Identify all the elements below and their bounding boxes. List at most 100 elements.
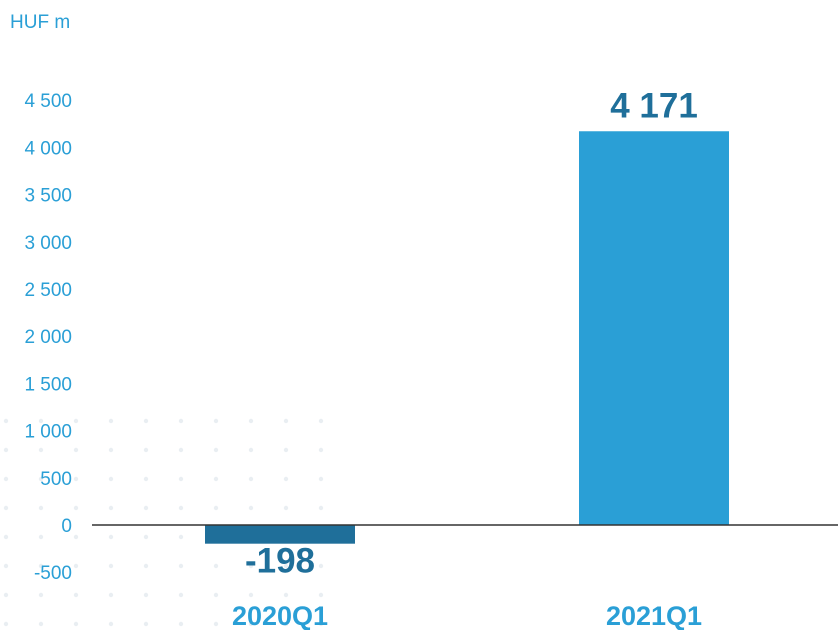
bars	[205, 131, 729, 544]
decorative-dot	[108, 476, 114, 482]
decorative-dot	[318, 476, 324, 482]
decorative-dot	[213, 447, 219, 453]
decorative-dot	[73, 592, 79, 598]
decorative-dot	[38, 476, 44, 482]
decorative-dot	[248, 476, 254, 482]
decorative-dot	[178, 563, 184, 569]
decorative-dot	[248, 621, 254, 627]
decorative-dot	[178, 534, 184, 540]
decorative-dot	[213, 505, 219, 511]
decorative-dot	[283, 476, 289, 482]
decorative-dot	[283, 447, 289, 453]
y-tick-label: 4 000	[24, 138, 72, 159]
value-labels: -198 4 171	[245, 86, 698, 580]
decorative-dot	[108, 621, 114, 627]
y-tick-label: 2 000	[24, 327, 72, 348]
decorative-dot	[143, 534, 149, 540]
decorative-dot	[38, 447, 44, 453]
decorative-dot	[318, 621, 324, 627]
decorative-dot	[3, 592, 9, 598]
y-tick-label: 2 500	[24, 280, 72, 301]
decorative-dot	[38, 621, 44, 627]
decorative-dot	[3, 447, 9, 453]
decorative-dot	[143, 505, 149, 511]
decorative-dot	[38, 592, 44, 598]
decorative-dot	[318, 563, 324, 569]
value-label-2021q1: 4 171	[610, 86, 698, 125]
decorative-dot	[73, 534, 79, 540]
decorative-dot	[3, 534, 9, 540]
decorative-dot	[73, 505, 79, 511]
decorative-dot	[248, 563, 254, 569]
y-tick-label: 1 000	[24, 422, 72, 443]
y-tick-label: -500	[34, 563, 72, 584]
bar-2020q1	[205, 525, 355, 544]
decorative-dot	[108, 447, 114, 453]
decorative-dot	[213, 592, 219, 598]
decorative-dot	[143, 447, 149, 453]
decorative-dot	[38, 563, 44, 569]
decorative-dot	[3, 621, 9, 627]
decorative-dot	[143, 563, 149, 569]
y-tick-label: 0	[61, 516, 72, 537]
decorative-dot	[143, 621, 149, 627]
category-labels: 2020Q1 2021Q1	[232, 601, 702, 630]
decorative-dot	[73, 418, 79, 424]
bar-2021q1	[579, 131, 729, 525]
decorative-dot	[38, 418, 44, 424]
decorative-dot	[108, 505, 114, 511]
decorative-dot	[213, 621, 219, 627]
decorative-dot	[178, 621, 184, 627]
decorative-dot	[318, 418, 324, 424]
value-label-2020q1: -198	[245, 542, 315, 581]
decorative-dot	[248, 447, 254, 453]
y-tick-label: 4 500	[24, 91, 72, 112]
decorative-dot	[3, 563, 9, 569]
decorative-dot	[178, 505, 184, 511]
decorative-dot	[108, 534, 114, 540]
decorative-dot	[3, 476, 9, 482]
decorative-dot	[248, 592, 254, 598]
decorative-dot	[38, 534, 44, 540]
decorative-dot	[143, 418, 149, 424]
decorative-dot	[73, 621, 79, 627]
decorative-dot	[178, 447, 184, 453]
decorative-dot	[108, 592, 114, 598]
y-axis-ticks: -500 0 500 1 000 1 500 2 000 2 500 3 000 3 500 4 …	[24, 91, 72, 584]
category-label-2021q1: 2021Q1	[606, 601, 702, 630]
decorative-dot	[283, 505, 289, 511]
y-tick-label: 3 000	[24, 233, 72, 254]
decorative-dot	[178, 418, 184, 424]
y-tick-label: 3 500	[24, 186, 72, 207]
decorative-dot	[38, 505, 44, 511]
decorative-dot	[73, 476, 79, 482]
decorative-dot	[213, 563, 219, 569]
decorative-dot	[283, 418, 289, 424]
decorative-dot	[178, 476, 184, 482]
category-label-2020q1: 2020Q1	[232, 601, 328, 630]
decorative-dot	[318, 592, 324, 598]
decorative-dot	[283, 563, 289, 569]
decorative-dot	[248, 418, 254, 424]
decorative-dot	[213, 476, 219, 482]
decorative-dot-pattern	[3, 418, 324, 627]
decorative-dot	[318, 447, 324, 453]
y-tick-label: 1 500	[24, 374, 72, 395]
decorative-dot	[108, 563, 114, 569]
decorative-dot	[283, 621, 289, 627]
decorative-dot	[178, 592, 184, 598]
decorative-dot	[283, 592, 289, 598]
decorative-dot	[3, 505, 9, 511]
decorative-dot	[143, 476, 149, 482]
decorative-dot	[108, 418, 114, 424]
decorative-dot	[3, 418, 9, 424]
decorative-dot	[73, 563, 79, 569]
decorative-dot	[143, 592, 149, 598]
y-axis-unit-label: HUF m	[10, 12, 70, 33]
decorative-dot	[248, 505, 254, 511]
decorative-dot	[73, 447, 79, 453]
decorative-dot	[318, 505, 324, 511]
y-tick-label: 500	[40, 469, 72, 490]
decorative-dot	[213, 418, 219, 424]
